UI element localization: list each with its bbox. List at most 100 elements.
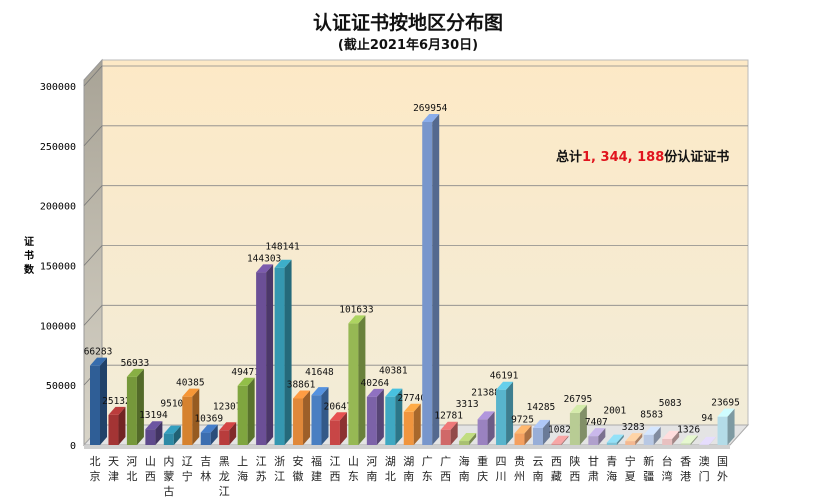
- bar-front: [403, 411, 414, 445]
- x-tick-label: 西: [145, 470, 156, 483]
- bar-side: [321, 387, 329, 445]
- x-tick-label: 津: [108, 470, 119, 483]
- x-tick-label: 海: [237, 469, 248, 483]
- y-tick-label: 300000: [40, 82, 76, 93]
- data-label: 41648: [305, 367, 334, 378]
- bar-side: [450, 421, 458, 445]
- bar-top: [182, 388, 200, 397]
- bar-top: [588, 428, 606, 437]
- data-label: 7407: [585, 417, 608, 428]
- bar-top: [606, 434, 624, 443]
- data-label: 8583: [640, 410, 663, 421]
- bar-top: [145, 421, 163, 430]
- x-tick-label: 吉: [200, 455, 211, 468]
- x-tick-label: 徽: [293, 469, 304, 483]
- y-tick-label: 200000: [40, 202, 76, 213]
- data-label: 46191: [490, 371, 519, 382]
- bar-side: [690, 435, 698, 445]
- bar-side: [303, 390, 311, 445]
- bar-front: [662, 438, 673, 445]
- x-tick-label: 江: [274, 470, 285, 483]
- bar-side: [432, 113, 440, 445]
- data-label: 12781: [434, 411, 463, 422]
- x-tick-label: 内: [163, 454, 174, 468]
- x-tick-label: 辽: [182, 455, 193, 468]
- gridline-side: [83, 125, 103, 147]
- bar-front: [311, 395, 322, 445]
- x-tick-label: 湾: [662, 469, 673, 483]
- bar-front: [256, 272, 267, 445]
- bar-top: [108, 406, 126, 415]
- data-label: 66283: [84, 347, 113, 358]
- bar-side: [413, 403, 421, 445]
- bar-top: [163, 425, 181, 434]
- bar-side: [247, 377, 255, 445]
- bar-front: [625, 441, 636, 445]
- data-label: 269954: [413, 103, 448, 114]
- bar-side: [358, 315, 366, 445]
- x-tick-label: 台: [662, 454, 673, 468]
- bar-front: [237, 385, 248, 445]
- data-label: 5083: [659, 398, 682, 409]
- annotation-value: 1, 344, 188: [582, 150, 665, 165]
- bar-front: [680, 443, 691, 445]
- bar-front: [126, 376, 137, 445]
- x-tick-label: 天: [108, 455, 119, 468]
- x-tick-label: 蒙: [163, 470, 174, 483]
- bar-side: [266, 264, 274, 445]
- bar-front: [606, 442, 617, 445]
- x-tick-label: 海: [459, 454, 470, 468]
- bar-top: [403, 403, 421, 412]
- bar-front: [385, 396, 396, 445]
- x-tick-label: 东: [348, 470, 359, 483]
- x-tick-label: 河: [126, 455, 137, 468]
- bar-top: [90, 357, 107, 366]
- bar-top: [514, 425, 532, 434]
- bar-front: [200, 432, 211, 445]
- bar-front: [182, 396, 193, 445]
- bar-front: [422, 121, 433, 445]
- data-label: 38861: [287, 379, 316, 390]
- data-label: 40264: [361, 378, 390, 389]
- x-tick-label: 南: [532, 470, 543, 483]
- data-label: 3283: [622, 422, 645, 433]
- bar-top: [569, 404, 587, 413]
- floor-edge: [84, 445, 730, 449]
- bar-side: [155, 421, 163, 445]
- x-tick-label: 湖: [403, 455, 414, 468]
- bar-front: [496, 389, 507, 445]
- bar-front: [440, 429, 451, 445]
- x-tick-label: 川: [496, 470, 507, 483]
- bar-top: [311, 387, 329, 396]
- data-label: 40381: [379, 366, 408, 377]
- bar-side: [616, 434, 624, 445]
- x-tick-label: 宁: [625, 454, 636, 468]
- bar-top: [496, 381, 514, 390]
- x-tick-label: 州: [514, 470, 525, 483]
- bar-side: [506, 381, 514, 445]
- data-label: 101633: [339, 304, 373, 315]
- bar-top: [680, 435, 698, 444]
- x-tick-label: 青: [606, 455, 617, 468]
- x-tick-label: 贵: [514, 455, 525, 468]
- bar-side: [635, 433, 643, 445]
- data-label: 27740: [397, 393, 426, 404]
- bar-side: [598, 428, 606, 445]
- data-label: 20647: [324, 401, 353, 412]
- annotation-suffix: 份认证证书: [664, 150, 730, 165]
- data-label: 1082: [548, 425, 571, 436]
- x-tick-label: 新: [643, 454, 654, 468]
- bar-top: [532, 419, 550, 428]
- data-label: 26795: [564, 394, 593, 405]
- bar-side: [100, 357, 107, 445]
- x-tick-label: 海: [606, 469, 617, 483]
- bar-top: [662, 430, 680, 439]
- x-tick-label: 林: [200, 469, 211, 483]
- data-label: 3313: [456, 399, 479, 410]
- annotation-prefix: 总计: [556, 150, 583, 165]
- data-label: 144303: [247, 253, 281, 264]
- bar-top: [459, 433, 477, 442]
- x-tick-label: 安: [293, 454, 304, 468]
- x-tick-label: 湖: [385, 455, 396, 468]
